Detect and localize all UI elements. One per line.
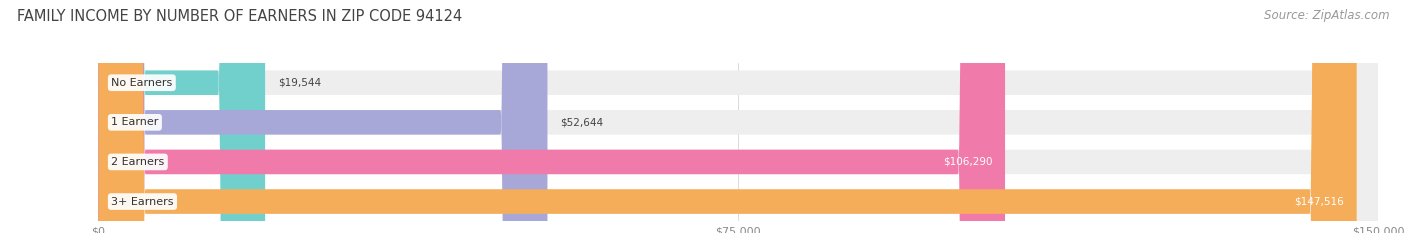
Text: $147,516: $147,516 bbox=[1294, 197, 1344, 206]
FancyBboxPatch shape bbox=[98, 0, 1378, 233]
FancyBboxPatch shape bbox=[98, 0, 1378, 233]
FancyBboxPatch shape bbox=[98, 0, 547, 233]
Text: 3+ Earners: 3+ Earners bbox=[111, 197, 174, 206]
FancyBboxPatch shape bbox=[98, 0, 1378, 233]
Text: FAMILY INCOME BY NUMBER OF EARNERS IN ZIP CODE 94124: FAMILY INCOME BY NUMBER OF EARNERS IN ZI… bbox=[17, 9, 463, 24]
Text: No Earners: No Earners bbox=[111, 78, 173, 88]
Text: 2 Earners: 2 Earners bbox=[111, 157, 165, 167]
Text: 1 Earner: 1 Earner bbox=[111, 117, 159, 127]
Text: $19,544: $19,544 bbox=[278, 78, 321, 88]
FancyBboxPatch shape bbox=[98, 0, 266, 233]
Text: Source: ZipAtlas.com: Source: ZipAtlas.com bbox=[1264, 9, 1389, 22]
Text: $52,644: $52,644 bbox=[560, 117, 603, 127]
Text: $106,290: $106,290 bbox=[943, 157, 993, 167]
FancyBboxPatch shape bbox=[98, 0, 1378, 233]
FancyBboxPatch shape bbox=[98, 0, 1357, 233]
FancyBboxPatch shape bbox=[98, 0, 1005, 233]
